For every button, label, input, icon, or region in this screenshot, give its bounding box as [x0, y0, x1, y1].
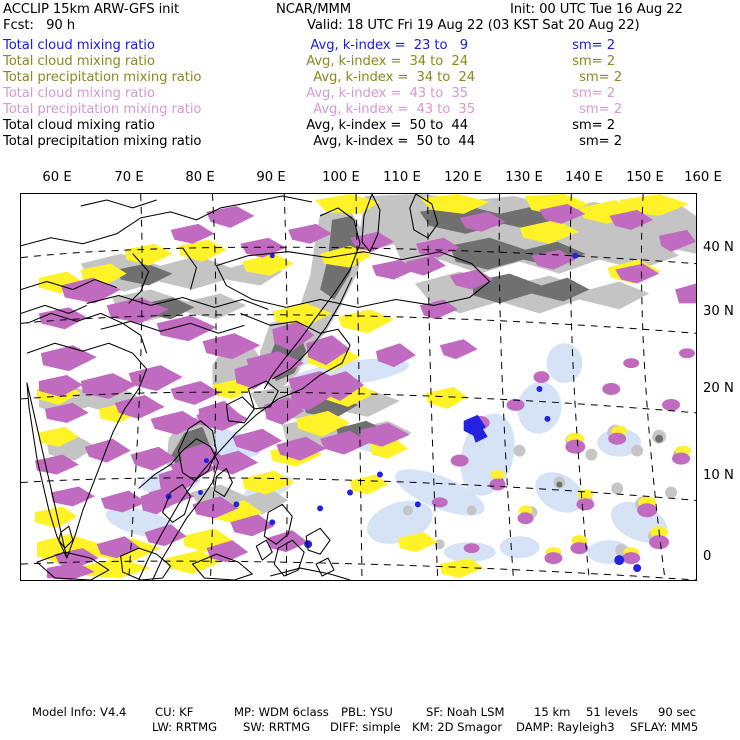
field-sm-3: sm= 2 [572, 86, 615, 101]
latitude-axis: 40 N 30 N 20 N 10 N 0 [703, 193, 740, 581]
footer-segment: SFLAY: MM5 [630, 720, 699, 734]
footer-segment: 90 sec [658, 705, 696, 719]
field-sm-1: sm= 2 [572, 54, 615, 69]
footer-line-1: Model Info: V4.4 CU: KF MP: WDM 6class PBL:… [0, 705, 740, 720]
header-block: ACCLIP 15km ARW-GFS init NCAR/MMM Init: … [0, 0, 740, 150]
field-stat-6: Avg, k-index = 50 to 44 [313, 134, 475, 149]
lon-tick-140-E: 140 E [565, 170, 603, 185]
footer-segment: DAMP: Rayleigh3 [516, 720, 615, 734]
forecast-hour: Fcst: 90 h [3, 18, 76, 33]
lat-tick-30-N: 30 N [703, 304, 734, 319]
lon-tick-110-E: 110 E [383, 170, 421, 185]
map-plot-area[interactable] [20, 193, 697, 581]
lat-tick-40-N: 40 N [703, 240, 734, 255]
field-sm-6: sm= 2 [579, 134, 622, 149]
field-sm-5: sm= 2 [572, 118, 615, 133]
footer-segment: LW: RRTMG [152, 720, 218, 734]
footer-segment: PBL: YSU [341, 705, 393, 719]
footer-segment: KM: 2D Smagor [412, 720, 503, 734]
field-name-6: Total precipitation mixing ratio [3, 134, 202, 149]
footer-line-2: LW: RRTMG SW: RRTMG DIFF: simple KM: 2D Sma… [0, 720, 740, 735]
lat-tick-20-N: 20 N [703, 381, 734, 396]
lon-tick-150-E: 150 E [626, 170, 664, 185]
precip-yellow-layer [34, 194, 692, 579]
model-title: ACCLIP 15km ARW-GFS init [3, 2, 180, 17]
field-row-4: Total precipitation mixing ratio Avg, k-… [0, 102, 740, 118]
footer-segment: CU: KF [155, 705, 194, 719]
lon-tick-70-E: 70 E [114, 170, 144, 185]
footer-segment: Model Info: V4.4 [32, 705, 127, 719]
field-row-3: Total cloud mixing ratio Avg, k-index = … [0, 86, 740, 102]
field-name-2: Total precipitation mixing ratio [3, 70, 202, 85]
field-row-5: Total cloud mixing ratio Avg, k-index = … [0, 118, 740, 134]
graticule-layer [21, 194, 696, 580]
field-stat-2: Avg, k-index = 34 to 24 [313, 70, 475, 85]
model-center: NCAR/MMM [276, 2, 352, 17]
longitude-axis: 60 E 70 E 80 E 90 E 100 E 110 E 120 E 130 E 140 … [0, 168, 740, 188]
lon-tick-90-E: 90 E [256, 170, 286, 185]
lon-tick-100-E: 100 E [322, 170, 360, 185]
footer-segment: SF: Noah LSM [426, 705, 505, 719]
lon-tick-60-E: 60 E [42, 170, 72, 185]
field-stat-3: Avg, k-index = 43 to 35 [306, 86, 468, 101]
field-name-5: Total cloud mixing ratio [3, 118, 155, 133]
header-line-2: Fcst: 90 h Valid: 18 UTC Fri 19 Aug 22 (… [0, 18, 740, 34]
init-time: Init: 00 UTC Tue 16 Aug 22 [510, 2, 683, 17]
field-stat-5: Avg, k-index = 50 to 44 [306, 118, 468, 133]
footer-block: Model Info: V4.4 CU: KF MP: WDM 6class PBL:… [0, 705, 740, 740]
footer-segment: DIFF: simple [330, 720, 401, 734]
lon-tick-160-E: 160 E [684, 170, 722, 185]
field-stat-4: Avg, k-index = 43 to 35 [313, 102, 475, 117]
field-sm-0: sm= 2 [572, 38, 615, 53]
weather-map [21, 194, 696, 580]
field-stat-0: Avg, k-index = 23 to 9 [310, 38, 468, 53]
coastline-layer [21, 194, 491, 580]
field-row-2: Total precipitation mixing ratio Avg, k-… [0, 70, 740, 86]
valid-time: Valid: 18 UTC Fri 19 Aug 22 (03 KST Sat … [307, 18, 640, 33]
lon-tick-130-E: 130 E [505, 170, 543, 185]
footer-segment: 51 levels [586, 705, 639, 719]
field-sm-2: sm= 2 [579, 70, 622, 85]
field-row-6: Total precipitation mixing ratio Avg, k-… [0, 134, 740, 150]
field-name-0: Total cloud mixing ratio [3, 38, 155, 53]
field-name-4: Total precipitation mixing ratio [3, 102, 202, 117]
lat-tick-0: 0 [703, 549, 712, 564]
footer-segment: MP: WDM 6class [234, 705, 329, 719]
field-name-1: Total cloud mixing ratio [3, 54, 155, 69]
field-stat-1: Avg, k-index = 34 to 24 [306, 54, 468, 69]
field-name-3: Total cloud mixing ratio [3, 86, 155, 101]
header-line-1: ACCLIP 15km ARW-GFS init NCAR/MMM Init: … [0, 2, 740, 18]
cloud-blue-layer [165, 252, 642, 573]
lon-tick-120-E: 120 E [444, 170, 482, 185]
field-sm-4: sm= 2 [579, 102, 622, 117]
field-row-1: Total cloud mixing ratio Avg, k-index = … [0, 54, 740, 70]
lat-tick-10-N: 10 N [703, 468, 734, 483]
footer-segment: SW: RRTMG [243, 720, 311, 734]
lon-tick-80-E: 80 E [185, 170, 215, 185]
footer-segment: 15 km [534, 705, 571, 719]
field-row-0: Total cloud mixing ratio Avg, k-index = … [0, 38, 740, 54]
